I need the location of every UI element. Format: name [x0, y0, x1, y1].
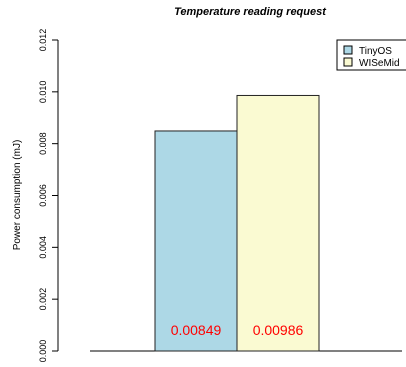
y-axis-label: Power consumption (mJ) — [12, 140, 23, 251]
legend-swatch — [343, 57, 353, 67]
legend-swatch — [343, 45, 353, 55]
legend-label: TinyOS — [359, 46, 392, 57]
y-tick-label: 0.012 — [38, 29, 48, 52]
chart-title: Temperature reading request — [174, 6, 327, 18]
y-tick-label: 0.010 — [38, 81, 48, 104]
legend-label: WISeMid — [359, 58, 400, 69]
bar-tinyos — [154, 130, 238, 352]
y-tick-label: 0.000 — [38, 340, 48, 363]
y-tick-label: 0.006 — [38, 184, 48, 207]
value-labels: 0.00849 0.00986 — [171, 322, 304, 338]
bar-wisemid — [236, 94, 320, 352]
y-tick-label: 0.008 — [38, 132, 48, 155]
y-tick-label: 0.002 — [38, 288, 48, 311]
y-tick-label: 0.004 — [38, 236, 48, 259]
y-axis: 0.000 0.002 0.004 0.006 0.008 0.010 0.012 — [38, 29, 59, 363]
bars — [154, 94, 320, 352]
y-ticks: 0.000 0.002 0.004 0.006 0.008 0.010 0.012 — [38, 29, 58, 363]
value-label-tinyos: 0.00849 — [171, 322, 222, 338]
value-label-wisemid: 0.00986 — [253, 322, 304, 338]
